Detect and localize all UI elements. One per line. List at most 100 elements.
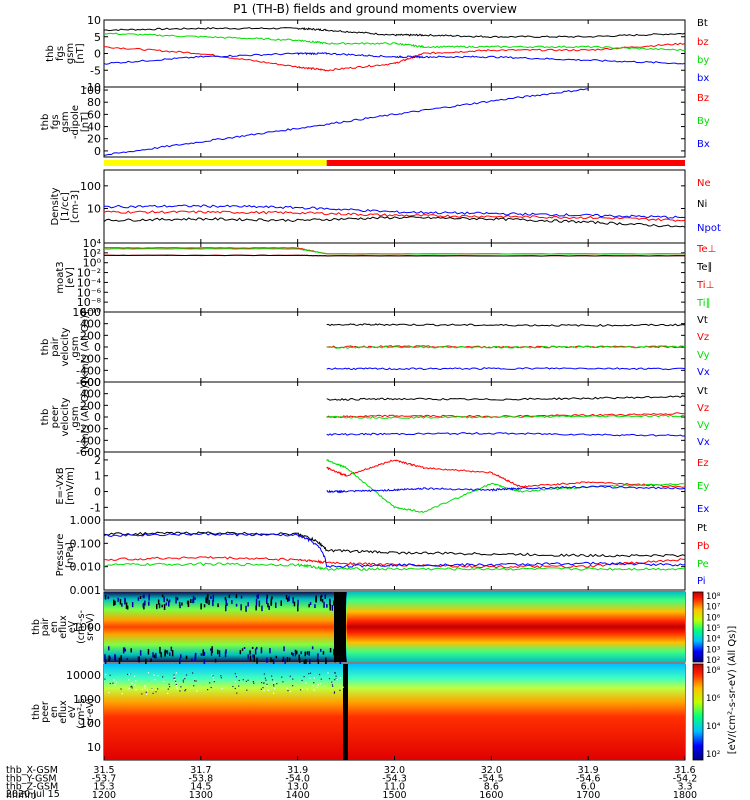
y-axis-label: [1/cc] <box>60 192 71 221</box>
ephemeris-value: -54.3 <box>382 773 407 784</box>
quality-flag-bar <box>104 160 685 166</box>
series-line-Ni <box>103 216 686 228</box>
y-axis-label: gsm <box>65 43 76 64</box>
ephemeris-value: 14.5 <box>190 782 211 793</box>
ephemeris-value: 31.5 <box>93 765 114 776</box>
legend-Vt: Vt <box>697 315 708 326</box>
date-label: 2020 Jul 15 <box>6 789 60 800</box>
pair-spectrogram <box>104 592 685 666</box>
panel-frame <box>103 519 686 591</box>
y-tick-label: -400 <box>76 434 101 447</box>
peer-spectrogram <box>104 664 685 760</box>
legend-Ti∥: Ti∥ <box>696 298 711 309</box>
legend-Vy: Vy <box>697 350 710 361</box>
series-line-Te∥ <box>104 254 686 257</box>
y-tick-label: 10⁴ <box>83 237 102 250</box>
colorbar-label: [eV/(cm²-s-sr-eV) (All Qs)] <box>727 626 738 755</box>
y-axis-label: [cm-3] <box>70 190 81 223</box>
legend-Ey: Ey <box>697 481 709 492</box>
y-tick-label: 0 <box>94 486 101 499</box>
ephemeris-value: 1400 <box>286 790 310 800</box>
ephemeris-value: 31.9 <box>287 765 308 776</box>
series-line-Vy <box>326 414 686 419</box>
legend-Te∥: Te∥ <box>696 262 713 273</box>
y-axis-label: sr-eV) <box>85 613 96 641</box>
legend-Vx: Vx <box>697 367 710 378</box>
legend-Te⊥: Te⊥ <box>696 244 716 255</box>
series-line-Vx <box>326 432 686 437</box>
ephemeris-value: -54.0 <box>285 773 310 784</box>
y-axis-label: -dipole <box>70 105 81 139</box>
y-tick-label: -400 <box>76 364 101 377</box>
series-line-Ne <box>103 210 686 222</box>
ephemeris-value: -53.7 <box>92 773 117 784</box>
legend-Ni: Ni <box>697 199 707 210</box>
y-tick-label: 10⁻⁴ <box>77 276 102 289</box>
panel-2: 100 10 Density [1/cc] [cm-3] Ne Ni Npot <box>50 169 721 244</box>
y-tick-label: 10000 <box>66 669 101 682</box>
y-axis-label: [eV] <box>65 267 76 288</box>
y-axis-label: velocity <box>60 327 71 366</box>
legend-Pi: Pi <box>697 576 706 587</box>
y-tick-label: 0 <box>94 48 101 61</box>
y-tick-label: -10 <box>83 81 101 94</box>
y-axis-label: [nT] <box>80 112 91 132</box>
y-tick-label: -200 <box>76 353 101 366</box>
y-axis-label: eV <box>67 620 78 633</box>
series-line-Vy <box>326 345 686 349</box>
legend-by: by <box>697 55 709 66</box>
ephemeris-row-label: hhmm <box>6 790 37 800</box>
y-axis-label: Density <box>50 187 61 225</box>
colorbar-tick: 10³ <box>706 645 720 655</box>
ephemeris-value: 31.6 <box>674 765 695 776</box>
ephemeris-value: 11.0 <box>384 782 405 793</box>
legend-bx: bx <box>697 73 709 84</box>
legend-bz: bz <box>697 37 709 48</box>
ephemeris-value: 1500 <box>382 790 406 800</box>
y-tick-label: 10⁻¹⁰ <box>72 306 101 319</box>
pair-spectrogram-right <box>347 592 685 662</box>
colorbar-tick: 10⁶ <box>706 694 721 704</box>
legend-Vz: Vz <box>697 332 709 343</box>
series-line-Vt <box>326 395 686 401</box>
y-tick-label: 0.010 <box>70 561 102 574</box>
y-tick-label: 200 <box>80 399 101 412</box>
ephemeris-value: -54.5 <box>479 773 504 784</box>
ephemeris-value: 1600 <box>479 790 503 800</box>
colorbar-tick: 10⁸ <box>706 666 721 676</box>
ephemeris-value: -54.6 <box>576 773 601 784</box>
y-axis-label: pair <box>40 618 51 636</box>
y-axis-label: peer <box>50 405 61 429</box>
y-axis-label: [km/s (All Qs)] <box>80 381 91 453</box>
colorbar-tick: 10⁷ <box>706 603 721 613</box>
y-axis-label: fgs <box>50 114 61 129</box>
series-line-Pt <box>103 531 686 558</box>
ephemeris-value: -54.2 <box>673 773 698 784</box>
series-line-Ti∥ <box>103 248 686 255</box>
y-tick-label: 10 <box>87 202 101 215</box>
series-line-Ex <box>326 485 686 494</box>
ephemeris-value: 15.3 <box>93 782 114 793</box>
y-axis-label: thb <box>40 114 51 131</box>
y-axis-label: peer <box>40 701 51 723</box>
legend-By: By <box>697 116 710 127</box>
series-line-bz <box>104 42 686 72</box>
legend-Pt: Pt <box>697 523 707 534</box>
ephemeris-value: 1700 <box>576 790 600 800</box>
ephemeris-value: 13.0 <box>287 782 308 793</box>
y-tick-label: -600 <box>76 446 101 459</box>
y-tick-label: 100 <box>80 717 101 730</box>
ephemeris-value: 32.0 <box>481 765 502 776</box>
y-axis-label: thb <box>40 339 51 356</box>
y-tick-label: 1000 <box>73 621 101 634</box>
legend-Vt: Vt <box>697 386 708 397</box>
colorbar-tick: 10² <box>706 750 720 760</box>
y-tick-label: 600 <box>80 306 101 319</box>
series-line-Npot <box>104 204 686 219</box>
y-axis-label: thb <box>45 45 56 62</box>
y-axis-label: (cm²-s- <box>76 610 87 644</box>
legend-Npot: Npot <box>697 223 721 234</box>
